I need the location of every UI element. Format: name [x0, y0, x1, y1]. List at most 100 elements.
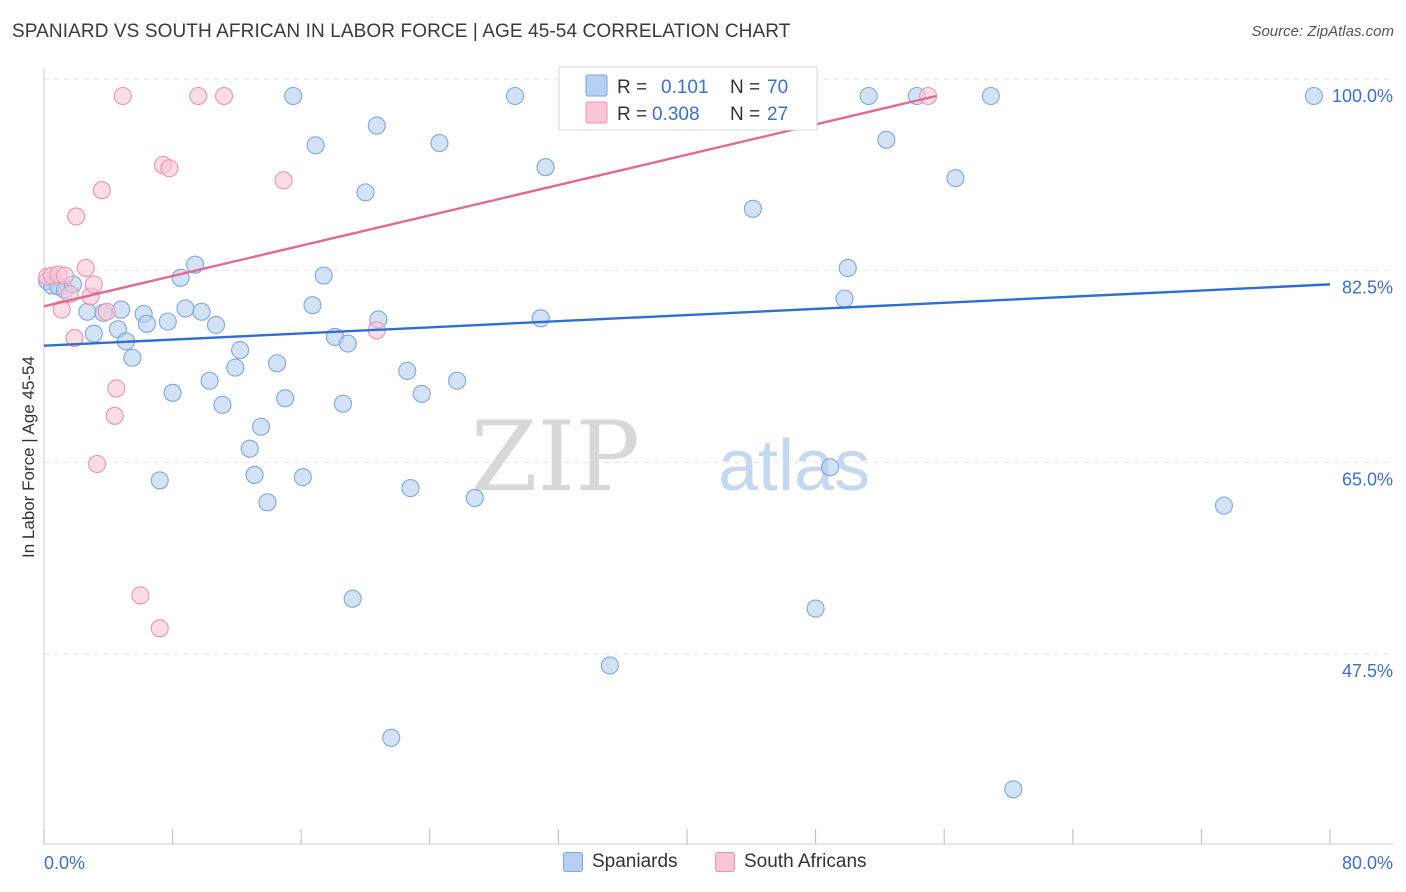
spaniard-point	[200, 371, 219, 390]
spaniard-point	[531, 309, 550, 328]
legend-label-spaniards: Spaniards	[592, 851, 678, 872]
grid-lines	[44, 78, 1393, 655]
spaniard-point	[226, 358, 245, 377]
south-african-point	[92, 181, 111, 200]
south-african-point	[113, 86, 132, 106]
spaniard-point	[258, 493, 277, 512]
spaniard-point	[382, 728, 401, 747]
south-african-point	[214, 86, 234, 106]
spaniard-point	[398, 361, 417, 380]
south-african-point	[160, 159, 179, 178]
spaniard-point	[401, 479, 420, 498]
south-african-point	[919, 86, 938, 106]
spaniard-point	[206, 315, 226, 334]
legend-n-label: N =	[730, 104, 760, 125]
x-tick-label: 80.0%	[1342, 853, 1393, 873]
spaniard-point	[343, 589, 362, 608]
y-tick-label: 65.0%	[1342, 469, 1393, 489]
spaniard-point	[806, 599, 825, 618]
south-african-point	[97, 302, 116, 321]
legend-r-label: R =	[617, 77, 647, 98]
spaniard-point	[859, 86, 878, 106]
spaniard-point	[877, 130, 896, 149]
source-label: Source: ZipAtlas.com	[1251, 23, 1394, 40]
spaniard-point	[743, 199, 762, 218]
south-african-point	[274, 171, 293, 190]
spaniard-point	[946, 169, 965, 188]
spaniard-point	[78, 302, 97, 321]
spaniard-point	[465, 488, 484, 508]
spaniards-swatch	[563, 852, 583, 872]
spaniard-point	[284, 86, 303, 106]
legend-swatch-spaniards	[585, 74, 608, 97]
spaniard-point	[338, 334, 357, 353]
y-tick-label: 47.5%	[1342, 661, 1393, 681]
y-tick-label: 82.5%	[1342, 278, 1393, 298]
spaniard-point	[367, 116, 386, 135]
legend-n-value: 70	[767, 77, 788, 98]
spaniard-point	[276, 389, 295, 408]
legend-item-spaniards[interactable]: Spaniards	[563, 851, 678, 873]
spaniard-point	[1004, 780, 1023, 799]
spaniard-point	[448, 371, 467, 390]
legend-n-value: 27	[767, 104, 788, 125]
south-african-point	[150, 619, 169, 638]
south-african-point	[55, 266, 74, 285]
spaniard-point	[1214, 496, 1233, 515]
spaniard-point	[306, 136, 325, 155]
spaniard-point	[293, 468, 312, 487]
spaniard-point	[213, 395, 232, 414]
x-tick-label: 0.0%	[44, 853, 85, 873]
legend-swatch-south-africans	[585, 101, 608, 124]
correlation-legend: R = 0.101 N = 70 R = 0.308 N = 27	[558, 66, 818, 131]
y-tick-label: 100.0%	[1332, 86, 1393, 106]
bottom-legend: Spaniards South Africans	[0, 851, 1406, 879]
trend-lines	[43, 94, 1331, 347]
spaniard-point	[314, 266, 333, 285]
spaniard-point	[412, 384, 431, 403]
spaniard-point	[536, 158, 555, 177]
spaniard-point	[981, 86, 1000, 106]
south-african-point	[76, 258, 95, 278]
spaniard-point	[231, 341, 250, 360]
y-axis-label: In Labor Force | Age 45-54	[19, 356, 38, 558]
spaniard-point	[137, 314, 156, 333]
south-african-point	[131, 586, 150, 605]
spaniard-point	[192, 302, 211, 321]
spaniard-point	[150, 471, 169, 490]
spaniard-point	[505, 86, 525, 106]
spaniard-point	[268, 354, 287, 373]
spaniard-point	[835, 289, 854, 308]
legend-r-label: R =	[617, 104, 647, 125]
south-african-point	[65, 328, 84, 348]
spaniard-point	[838, 258, 857, 278]
south-african-point	[105, 406, 124, 425]
south-africans-trend-line	[43, 94, 937, 308]
spaniard-point	[356, 183, 375, 202]
axes	[43, 68, 1393, 845]
spaniard-point	[600, 656, 619, 675]
legend-n-label: N =	[730, 77, 760, 98]
south-africans-points	[38, 86, 938, 638]
south-african-point	[87, 454, 107, 474]
chart-title: SPANIARD VS SOUTH AFRICAN IN LABOR FORCE…	[12, 21, 791, 42]
legend-r-value: 0.101	[661, 77, 709, 98]
spaniard-point	[303, 296, 322, 315]
south-african-point	[67, 207, 86, 226]
spaniard-point	[333, 394, 353, 413]
spaniard-point	[430, 134, 449, 153]
legend-r-value: 0.308	[652, 104, 700, 125]
south-african-point	[189, 86, 208, 106]
spaniard-point	[123, 348, 142, 367]
spaniard-point	[245, 465, 264, 485]
south-african-point	[107, 379, 126, 398]
spaniard-point	[251, 417, 271, 436]
spaniard-point	[158, 312, 177, 331]
spaniards-points	[38, 86, 1323, 799]
legend-label-south-africans: South Africans	[744, 851, 867, 872]
spaniard-point	[821, 458, 840, 477]
legend-item-south-africans[interactable]: South Africans	[715, 851, 867, 873]
x-tick-labels: 0.0% 80.0%	[44, 853, 1393, 873]
spaniard-point	[84, 324, 103, 343]
